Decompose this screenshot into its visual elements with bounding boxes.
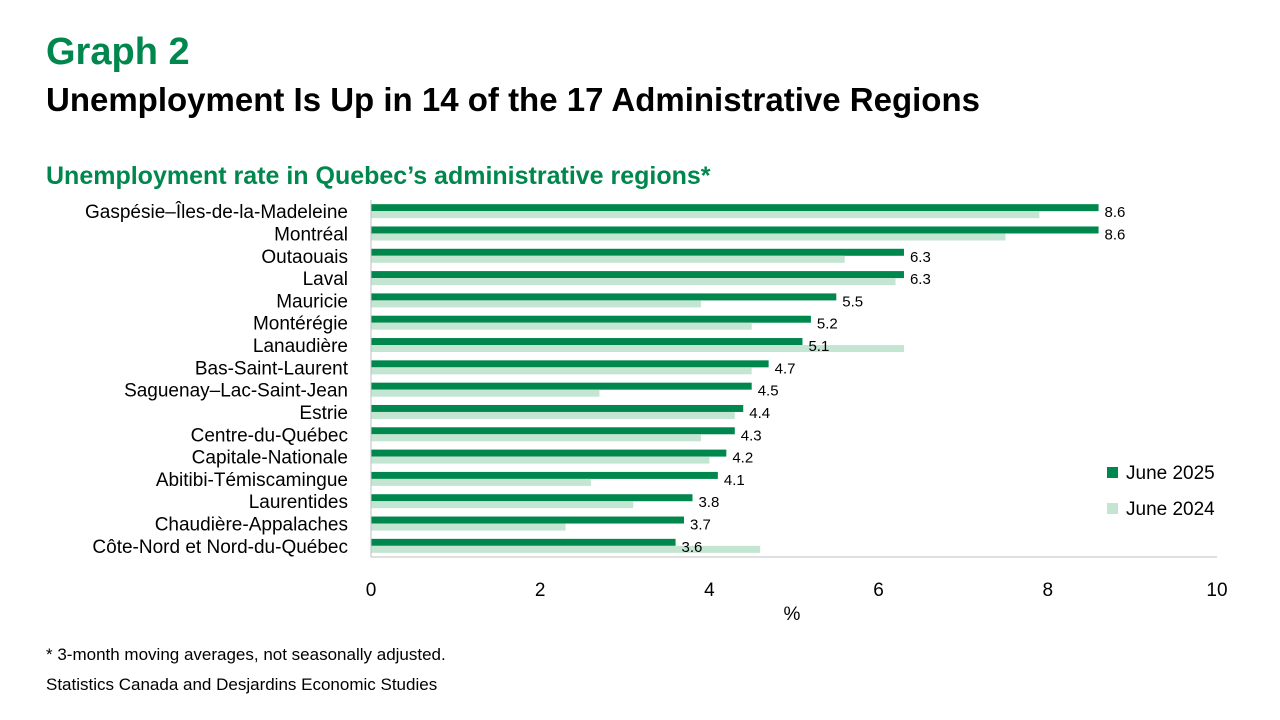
bar-2024 bbox=[371, 322, 752, 330]
data-label: 3.6 bbox=[682, 539, 703, 556]
category-label: Lanaudière bbox=[253, 336, 348, 357]
bar-2025 bbox=[371, 338, 803, 346]
bar-2024 bbox=[371, 545, 761, 553]
data-label: 4.3 bbox=[741, 427, 762, 444]
bar-2024 bbox=[371, 411, 735, 419]
data-label: 4.1 bbox=[724, 472, 745, 489]
category-label: Abitibi-Témiscamingue bbox=[156, 470, 348, 491]
legend: June 2025 June 2024 bbox=[1107, 463, 1215, 520]
category-label: Mauricie bbox=[276, 291, 348, 312]
bar-2024 bbox=[371, 211, 1040, 219]
bar-2024 bbox=[371, 523, 566, 531]
data-label: 8.6 bbox=[1105, 226, 1126, 243]
category-label: Chaudière-Appalaches bbox=[155, 515, 348, 536]
legend-swatch bbox=[1107, 467, 1118, 478]
category-label: Gaspésie–Îles-de-la-Madeleine bbox=[85, 201, 348, 223]
category-label: Bas-Saint-Laurent bbox=[195, 358, 349, 379]
bar-2025 bbox=[371, 360, 769, 368]
bar-2025 bbox=[371, 204, 1099, 212]
category-label: Saguenay–Lac-Saint-Jean bbox=[124, 381, 348, 402]
bar-2024 bbox=[371, 456, 710, 464]
bars-group bbox=[371, 204, 1099, 553]
footnote: * 3-month moving averages, not seasonall… bbox=[46, 645, 446, 664]
x-tick-label: 4 bbox=[704, 580, 715, 601]
data-label: 4.5 bbox=[758, 383, 779, 400]
category-label: Capitale-Nationale bbox=[192, 448, 348, 469]
data-label: 6.3 bbox=[910, 249, 931, 266]
category-label: Laval bbox=[303, 269, 348, 290]
bar-2024 bbox=[371, 434, 701, 442]
bar-2025 bbox=[371, 516, 685, 524]
bar-chart: 0 2 4 6 8 10% 8.6 Gaspésie–Îles-de-la-Madelein… bbox=[85, 200, 1228, 625]
data-label: 8.6 bbox=[1105, 204, 1126, 221]
data-label: 6.3 bbox=[910, 271, 931, 288]
bar-2024 bbox=[371, 345, 904, 353]
x-tick-label: 10 bbox=[1206, 580, 1227, 601]
bar-2024 bbox=[371, 233, 1006, 241]
bar-2024 bbox=[371, 389, 600, 397]
bar-2024 bbox=[371, 255, 845, 263]
bar-2025 bbox=[371, 293, 837, 301]
bar-2025 bbox=[371, 226, 1099, 234]
bar-2024 bbox=[371, 501, 634, 509]
labels-group: 8.6 Gaspésie–Îles-de-la-Madeleine 8.6 Montr… bbox=[85, 201, 1125, 558]
category-label: Montérégie bbox=[253, 314, 348, 335]
category-label: Laurentides bbox=[249, 492, 348, 513]
bar-2024 bbox=[371, 300, 701, 308]
page-title: Unemployment Is Up in 14 of the 17 Admin… bbox=[46, 81, 980, 118]
axis-group: 0 2 4 6 8 10% bbox=[366, 200, 1228, 625]
x-tick-label: 6 bbox=[873, 580, 884, 601]
x-tick-label: 0 bbox=[366, 580, 377, 601]
bar-2025 bbox=[371, 248, 904, 256]
source-note: Statistics Canada and Desjardins Economi… bbox=[46, 675, 438, 694]
bar-2025 bbox=[371, 315, 811, 323]
category-label: Outaouais bbox=[261, 247, 348, 268]
category-label: Centre-du-Québec bbox=[191, 425, 348, 446]
data-label: 5.2 bbox=[817, 316, 838, 333]
graph-label: Graph 2 bbox=[46, 31, 190, 73]
legend-label: June 2025 bbox=[1126, 463, 1215, 484]
data-label: 5.5 bbox=[842, 293, 863, 310]
data-label: 4.4 bbox=[749, 405, 770, 422]
category-label: Montréal bbox=[274, 224, 348, 245]
x-axis-title: % bbox=[784, 604, 801, 625]
data-label: 3.7 bbox=[690, 517, 711, 534]
bar-2025 bbox=[371, 427, 735, 435]
legend-swatch bbox=[1107, 503, 1118, 514]
x-tick-label: 8 bbox=[1043, 580, 1054, 601]
data-label: 4.2 bbox=[732, 450, 753, 467]
x-tick-label: 2 bbox=[535, 580, 546, 601]
bar-2025 bbox=[371, 471, 718, 479]
bar-2025 bbox=[371, 538, 676, 546]
bar-2025 bbox=[371, 494, 693, 502]
bar-2025 bbox=[371, 449, 727, 457]
bar-2024 bbox=[371, 278, 896, 286]
bar-2025 bbox=[371, 382, 752, 390]
category-label: Estrie bbox=[299, 403, 348, 424]
bar-2024 bbox=[371, 367, 752, 375]
data-label: 3.8 bbox=[698, 494, 719, 511]
bar-2025 bbox=[371, 271, 904, 279]
legend-label: June 2024 bbox=[1126, 499, 1215, 520]
chart-title: Unemployment rate in Quebec’s administra… bbox=[46, 162, 711, 190]
data-label: 4.7 bbox=[775, 360, 796, 377]
bar-2024 bbox=[371, 478, 591, 486]
data-label: 5.1 bbox=[808, 338, 829, 355]
category-label: Côte-Nord et Nord-du-Québec bbox=[92, 537, 348, 558]
bar-2025 bbox=[371, 404, 744, 412]
